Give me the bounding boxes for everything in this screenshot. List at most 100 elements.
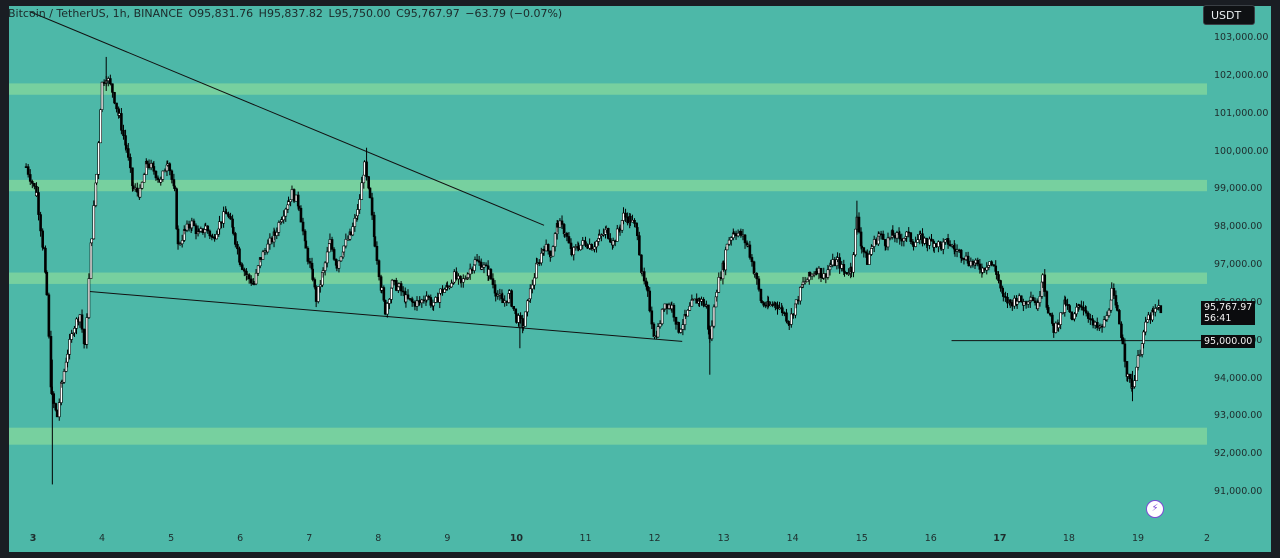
candle-body [672, 304, 676, 318]
candle-body [299, 207, 303, 223]
time-tick-label: 4 [99, 533, 106, 544]
candle-body [1084, 310, 1088, 314]
candle-body [955, 249, 959, 252]
candle-body [1136, 355, 1140, 368]
candle-body [719, 277, 723, 280]
candle-body [884, 245, 888, 248]
candle-body [748, 244, 752, 258]
candle-body [743, 234, 747, 244]
candle-body [394, 280, 398, 291]
price-tick-label: 91,000.00 [1214, 486, 1263, 497]
candle-body [914, 242, 917, 247]
candle-body [978, 263, 982, 270]
candle-body [203, 229, 207, 234]
candle-body [330, 239, 334, 250]
candle-body [778, 307, 781, 310]
candle-body [921, 233, 924, 244]
candle-body [102, 81, 106, 84]
candle-body [698, 298, 701, 302]
candle-body [907, 231, 911, 234]
candle-body [1054, 322, 1058, 333]
candle-body [794, 299, 798, 305]
candle-body [1151, 309, 1155, 313]
candle-body [1004, 296, 1007, 298]
candle-body [243, 269, 246, 272]
candle-body [418, 300, 422, 304]
candle-body [976, 259, 980, 265]
candle-body [1153, 308, 1157, 313]
candle-body [468, 268, 472, 275]
candle-body [446, 285, 449, 288]
time-tick-label: 18 [1062, 533, 1075, 544]
candle-body [999, 280, 1002, 289]
candle-body [776, 304, 779, 310]
candle-body [225, 212, 228, 215]
candle-body [879, 233, 883, 236]
candle-body [790, 313, 793, 325]
candle-body [995, 271, 998, 275]
candle-body [624, 212, 627, 218]
candle-body [129, 157, 132, 169]
candle-body [1089, 318, 1092, 320]
candle-body [981, 267, 984, 273]
candle-body [452, 271, 456, 283]
candle-body [677, 322, 681, 333]
candle-body [175, 188, 178, 230]
candle-body [950, 245, 954, 247]
candle-body [1036, 302, 1040, 310]
candle-body [872, 239, 876, 247]
time-tick-label: 10 [509, 533, 524, 544]
lightning-icon[interactable]: ⚡ [1146, 500, 1164, 518]
candle-body [581, 240, 585, 246]
candle-body [234, 233, 237, 245]
candle-body [275, 232, 279, 236]
candle-body [489, 269, 493, 279]
candle-body [332, 249, 336, 260]
candle-body [650, 310, 654, 325]
currency-button[interactable]: USDT [1203, 5, 1255, 25]
candle-body [304, 240, 308, 249]
trendline-1 [89, 290, 683, 342]
time-tick-label: 14 [786, 533, 799, 544]
candle-body [168, 163, 172, 172]
candle-body [31, 181, 34, 184]
candle-body [705, 304, 708, 307]
candle-body [729, 237, 733, 241]
candle-body [762, 302, 765, 306]
candle-body [722, 262, 725, 271]
candle-body [204, 225, 207, 230]
candle-body [736, 232, 740, 237]
candle-body [644, 280, 648, 287]
candle-body [531, 284, 534, 290]
candle-body [222, 211, 225, 224]
candle-body [1022, 301, 1026, 306]
candle-body [318, 284, 322, 287]
candle-body [1157, 305, 1161, 308]
candle-body [1075, 306, 1078, 315]
candle-body [218, 221, 221, 230]
candle-body [656, 326, 660, 338]
plot-area[interactable] [9, 6, 1207, 526]
candle-body [459, 278, 463, 283]
candle-body [49, 336, 53, 388]
close-value: C95,767.97 [396, 7, 460, 20]
candle-body [992, 264, 995, 267]
candle-body [339, 256, 343, 262]
candle-body [551, 246, 555, 257]
candle-body [92, 205, 96, 240]
candle-body [180, 240, 184, 245]
candle-body [558, 220, 562, 228]
candle-body [1091, 319, 1095, 326]
candle-body [1071, 318, 1074, 321]
candle-body [325, 251, 329, 264]
candle-body [688, 305, 692, 311]
candle-body [613, 240, 617, 242]
candle-body [170, 170, 174, 180]
candlestick-chart[interactable] [9, 6, 1207, 526]
candle-body [45, 272, 49, 296]
time-tick-label: 16 [924, 533, 937, 544]
candle-body [247, 274, 251, 280]
candle-body [306, 247, 310, 262]
candle-body [860, 245, 864, 248]
candle-body [983, 267, 986, 271]
